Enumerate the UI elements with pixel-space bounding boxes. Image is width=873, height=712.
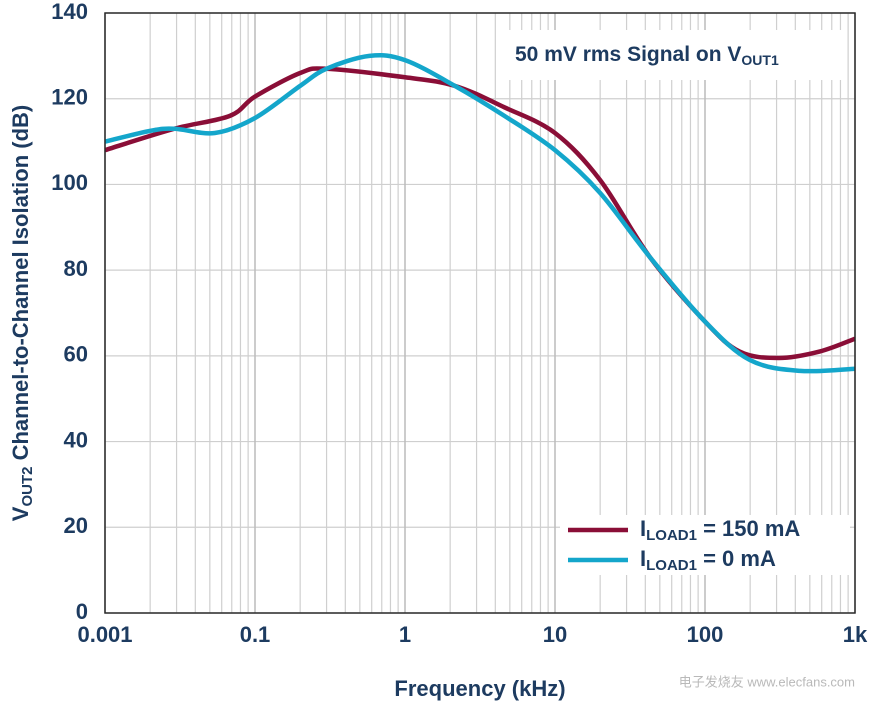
y-tick-label: 40	[64, 427, 88, 452]
curves	[104, 52, 856, 374]
x-tick-label: 0.1	[240, 622, 271, 647]
y-tick-label: 80	[64, 256, 88, 281]
x-axis-label: Frequency (kHz)	[394, 676, 565, 701]
y-label-main: V	[8, 506, 33, 521]
y-label-sub: OUT2	[19, 467, 36, 507]
annotation-main: 50 mV rms Signal on V	[515, 43, 741, 66]
watermark: 电子发烧友 www.elecfans.com	[679, 674, 855, 689]
annotation-sub: OUT1	[741, 52, 779, 68]
y-tick-label: 0	[76, 599, 88, 624]
annotation: 50 mV rms Signal on VOUT1	[515, 43, 779, 68]
x-tick-label: 1k	[843, 622, 868, 647]
legend-sub: LOAD1	[646, 557, 697, 574]
y-tick-label: 120	[51, 85, 88, 110]
x-tick-label: 0.001	[77, 622, 132, 647]
x-tick-label: 10	[543, 622, 567, 647]
y-axis-label: VOUT2 Channel-to-Channel Isolation (dB)	[8, 105, 36, 521]
legend-label: ILOAD1 = 0 mA	[640, 546, 776, 574]
y-tick-label: 60	[64, 342, 88, 367]
y-tick-label: 20	[64, 513, 88, 538]
legend-rest: = 0 mA	[697, 546, 776, 571]
x-tick-label: 1	[399, 622, 411, 647]
x-tick-label: 100	[687, 622, 724, 647]
legend-main: I	[640, 516, 646, 541]
plot-frame	[104, 12, 856, 614]
series-line	[104, 66, 856, 361]
legend-main: I	[640, 546, 646, 571]
series-line	[104, 52, 856, 374]
y-label-rest: Channel-to-Channel Isolation (dB)	[8, 105, 33, 467]
y-tick-label: 100	[51, 170, 88, 195]
y-tick-label: 140	[51, 0, 88, 24]
legend-rest: = 150 mA	[697, 516, 800, 541]
annotation-box	[500, 30, 845, 80]
legend-label: ILOAD1 = 150 mA	[640, 516, 800, 544]
legend-sub: LOAD1	[646, 527, 697, 544]
